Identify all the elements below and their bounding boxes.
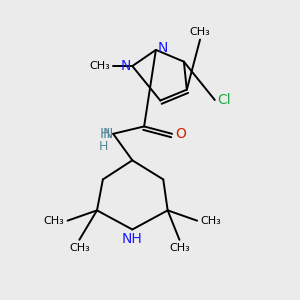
Text: CH₃: CH₃ <box>69 243 90 253</box>
Text: CH₃: CH₃ <box>89 61 110 71</box>
Text: N: N <box>158 41 168 56</box>
Text: NH: NH <box>122 232 143 246</box>
Text: CH₃: CH₃ <box>200 216 221 226</box>
Text: N: N <box>103 127 113 141</box>
Text: H: H <box>100 127 110 141</box>
Text: Cl: Cl <box>218 93 231 107</box>
Text: N: N <box>121 59 131 73</box>
Text: CH₃: CH₃ <box>44 216 64 226</box>
Text: CH₃: CH₃ <box>190 27 210 37</box>
Text: H: H <box>99 140 109 153</box>
Text: CH₃: CH₃ <box>169 243 190 253</box>
Text: O: O <box>175 127 186 141</box>
